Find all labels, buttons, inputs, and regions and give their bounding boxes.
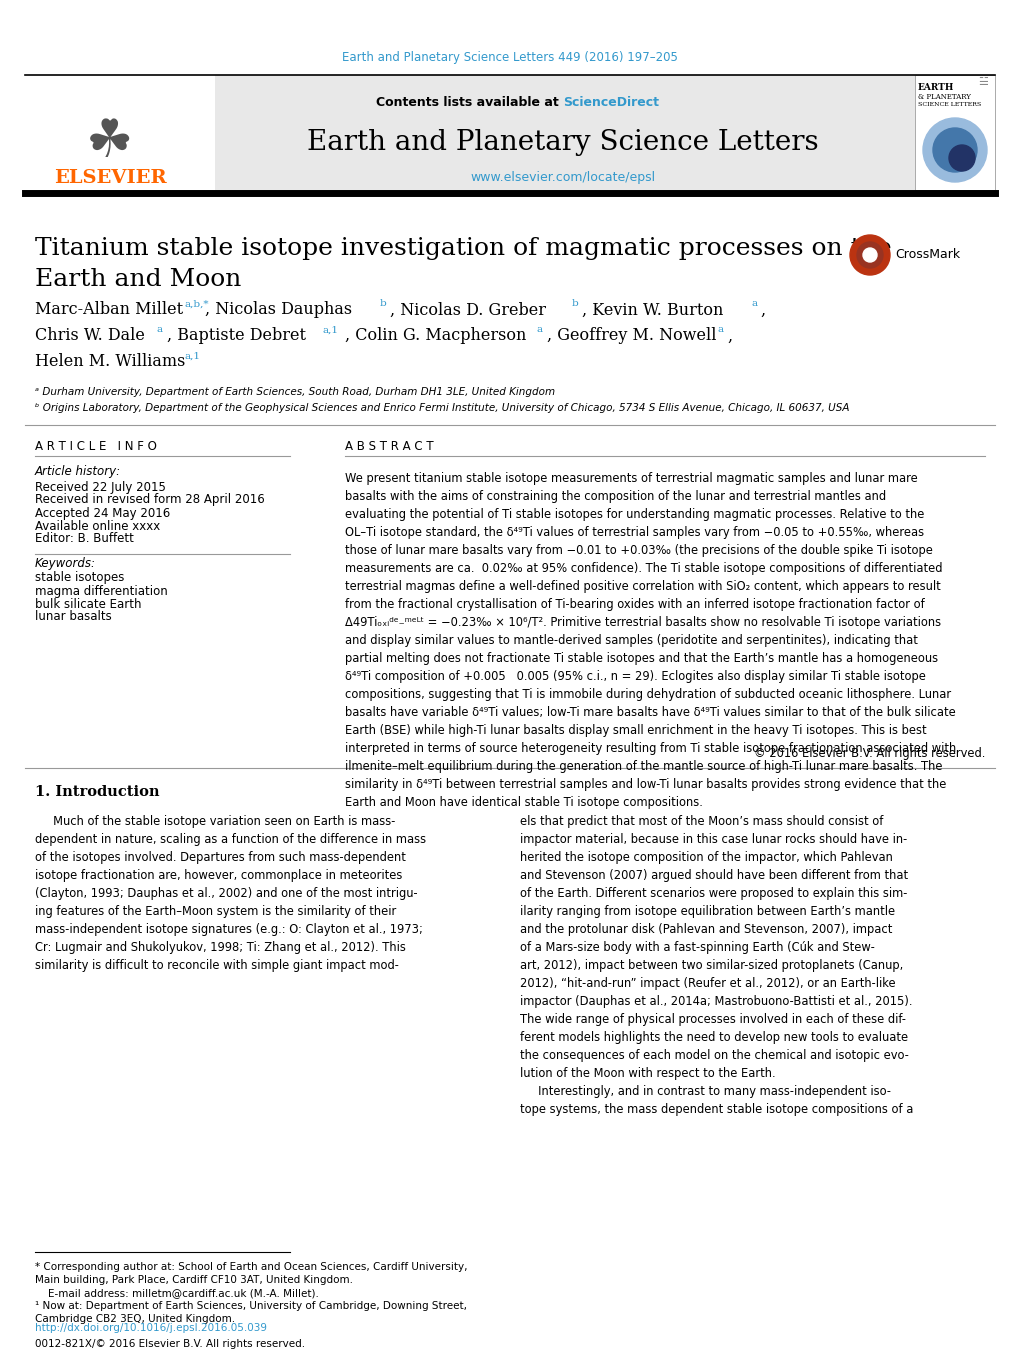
Text: , Nicolas Dauphas: , Nicolas Dauphas bbox=[205, 302, 352, 318]
Text: a: a bbox=[751, 299, 757, 308]
Text: ☘: ☘ bbox=[87, 116, 133, 169]
Text: bulk silicate Earth: bulk silicate Earth bbox=[35, 598, 142, 610]
Circle shape bbox=[932, 128, 976, 173]
Text: Editor: B. Buffett: Editor: B. Buffett bbox=[35, 533, 133, 545]
Text: Accepted 24 May 2016: Accepted 24 May 2016 bbox=[35, 507, 170, 519]
Text: b: b bbox=[572, 299, 578, 308]
Text: a: a bbox=[717, 326, 723, 334]
Text: ScienceDirect: ScienceDirect bbox=[562, 96, 658, 110]
Text: Received in revised form 28 April 2016: Received in revised form 28 April 2016 bbox=[35, 493, 265, 507]
Text: a: a bbox=[536, 326, 542, 334]
Text: E-mail address: milletm@cardiff.ac.uk (M.-A. Millet).: E-mail address: milletm@cardiff.ac.uk (M… bbox=[35, 1288, 319, 1298]
Text: , Kevin W. Burton: , Kevin W. Burton bbox=[582, 302, 722, 318]
Circle shape bbox=[856, 242, 882, 268]
Text: , Nicolas D. Greber: , Nicolas D. Greber bbox=[389, 302, 545, 318]
Text: ᵃ Durham University, Department of Earth Sciences, South Road, Durham DH1 3LE, U: ᵃ Durham University, Department of Earth… bbox=[35, 387, 554, 397]
Text: Contents lists available at: Contents lists available at bbox=[376, 96, 562, 110]
Text: Received 22 July 2015: Received 22 July 2015 bbox=[35, 481, 166, 493]
Text: A B S T R A C T: A B S T R A C T bbox=[344, 439, 433, 453]
FancyBboxPatch shape bbox=[25, 75, 215, 190]
Circle shape bbox=[862, 247, 876, 262]
Text: a: a bbox=[157, 326, 163, 334]
Text: lunar basalts: lunar basalts bbox=[35, 610, 112, 624]
Circle shape bbox=[922, 118, 986, 182]
Text: Helen M. Williams: Helen M. Williams bbox=[35, 353, 185, 371]
Text: ☱: ☱ bbox=[977, 77, 987, 87]
Text: ,: , bbox=[759, 302, 764, 318]
Circle shape bbox=[948, 145, 974, 171]
Text: ᵇ Origins Laboratory, Department of the Geophysical Sciences and Enrico Fermi In: ᵇ Origins Laboratory, Department of the … bbox=[35, 404, 849, 413]
Text: ,: , bbox=[727, 328, 732, 344]
Text: ¹ Now at: Department of Earth Sciences, University of Cambridge, Downing Street,: ¹ Now at: Department of Earth Sciences, … bbox=[35, 1301, 467, 1324]
Text: , Geoffrey M. Nowell: , Geoffrey M. Nowell bbox=[546, 328, 715, 344]
Text: CrossMark: CrossMark bbox=[894, 249, 959, 261]
Text: Available online xxxx: Available online xxxx bbox=[35, 519, 160, 533]
FancyBboxPatch shape bbox=[914, 75, 994, 190]
Text: http://dx.doi.org/10.1016/j.epsl.2016.05.039: http://dx.doi.org/10.1016/j.epsl.2016.05… bbox=[35, 1324, 267, 1333]
Text: Keywords:: Keywords: bbox=[35, 557, 96, 571]
Text: We present titanium stable isotope measurements of terrestrial magmatic samples : We present titanium stable isotope measu… bbox=[344, 472, 956, 809]
Text: 0012-821X/© 2016 Elsevier B.V. All rights reserved.: 0012-821X/© 2016 Elsevier B.V. All right… bbox=[35, 1339, 305, 1349]
Text: Much of the stable isotope variation seen on Earth is mass-
dependent in nature,: Much of the stable isotope variation see… bbox=[35, 815, 426, 972]
Text: Earth and Planetary Science Letters: Earth and Planetary Science Letters bbox=[307, 129, 818, 155]
Text: magma differentiation: magma differentiation bbox=[35, 584, 167, 598]
Circle shape bbox=[849, 235, 890, 275]
Text: , Colin G. Macpherson: , Colin G. Macpherson bbox=[344, 328, 526, 344]
Text: a,b,*: a,b,* bbox=[184, 299, 209, 308]
Text: a,1: a,1 bbox=[323, 326, 338, 334]
FancyBboxPatch shape bbox=[215, 75, 914, 190]
Text: www.elsevier.com/locate/epsl: www.elsevier.com/locate/epsl bbox=[470, 171, 655, 185]
Text: A R T I C L E   I N F O: A R T I C L E I N F O bbox=[35, 439, 157, 453]
Text: stable isotopes: stable isotopes bbox=[35, 572, 124, 584]
Text: Earth and Moon: Earth and Moon bbox=[35, 269, 242, 291]
Text: 1. Introduction: 1. Introduction bbox=[35, 786, 159, 799]
Text: Article history:: Article history: bbox=[35, 466, 121, 478]
Text: Earth and Planetary Science Letters 449 (2016) 197–205: Earth and Planetary Science Letters 449 … bbox=[341, 52, 678, 64]
Text: Marc-Alban Millet: Marc-Alban Millet bbox=[35, 302, 183, 318]
Text: EARTH: EARTH bbox=[917, 83, 954, 92]
Text: * Corresponding author at: School of Earth and Ocean Sciences, Cardiff Universit: * Corresponding author at: School of Ear… bbox=[35, 1263, 467, 1286]
Text: Chris W. Dale: Chris W. Dale bbox=[35, 328, 145, 344]
Text: & PLANETARY: & PLANETARY bbox=[917, 92, 970, 101]
Text: b: b bbox=[380, 299, 386, 308]
Text: © 2016 Elsevier B.V. All rights reserved.: © 2016 Elsevier B.V. All rights reserved… bbox=[753, 747, 984, 761]
Text: Titanium stable isotope investigation of magmatic processes on the: Titanium stable isotope investigation of… bbox=[35, 236, 891, 260]
Text: ELSEVIER: ELSEVIER bbox=[54, 169, 166, 188]
Text: a,1: a,1 bbox=[184, 352, 201, 360]
Text: SCIENCE LETTERS: SCIENCE LETTERS bbox=[917, 102, 980, 107]
Text: , Baptiste Debret: , Baptiste Debret bbox=[167, 328, 306, 344]
Text: els that predict that most of the Moon’s mass should consist of
impactor materia: els that predict that most of the Moon’s… bbox=[520, 815, 912, 1116]
